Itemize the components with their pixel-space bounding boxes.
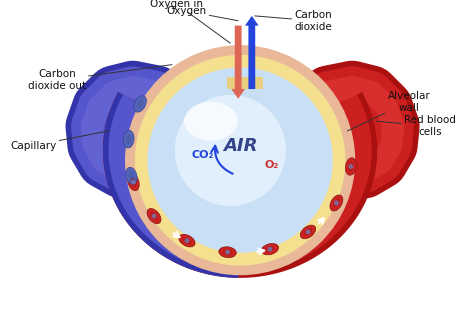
Ellipse shape [131,180,136,185]
Ellipse shape [348,162,354,171]
Ellipse shape [184,238,190,243]
Ellipse shape [334,200,339,205]
Ellipse shape [182,237,191,244]
Ellipse shape [152,214,156,218]
FancyArrow shape [245,16,259,89]
Ellipse shape [265,246,275,252]
Ellipse shape [301,225,316,239]
Text: Capillary: Capillary [10,131,109,151]
Ellipse shape [306,230,310,234]
Text: O₂: O₂ [264,160,278,170]
Ellipse shape [123,130,134,148]
Text: AIR: AIR [223,137,257,155]
Ellipse shape [179,234,195,247]
Ellipse shape [223,249,232,255]
Ellipse shape [126,134,132,144]
Ellipse shape [135,55,346,266]
Ellipse shape [267,247,273,252]
Ellipse shape [128,171,135,181]
Text: Oxygen in: Oxygen in [150,0,230,43]
Ellipse shape [126,167,137,185]
FancyArrow shape [231,26,245,99]
Ellipse shape [130,177,137,187]
Ellipse shape [346,158,356,175]
Text: Alveolar
wall: Alveolar wall [347,91,430,131]
Ellipse shape [261,244,279,255]
Text: Oxygen: Oxygen [166,6,238,21]
Ellipse shape [184,102,237,141]
Ellipse shape [330,195,343,211]
Ellipse shape [150,212,158,220]
Ellipse shape [125,45,355,275]
Ellipse shape [348,164,353,169]
Ellipse shape [304,228,312,236]
Ellipse shape [147,67,333,253]
Ellipse shape [333,199,340,207]
Text: Carbon
dioxide out: Carbon dioxide out [27,65,172,91]
Text: Red blood
cells: Red blood cells [377,115,456,137]
Ellipse shape [134,96,146,112]
Ellipse shape [325,157,360,192]
Text: Carbon
dioxide: Carbon dioxide [255,10,332,32]
Ellipse shape [125,157,160,192]
Ellipse shape [225,250,230,255]
Text: CO₂: CO₂ [192,150,214,160]
Ellipse shape [175,95,286,206]
Ellipse shape [128,173,139,191]
Ellipse shape [147,209,161,224]
Ellipse shape [219,247,237,258]
Ellipse shape [137,99,144,109]
Bar [228,77,263,89]
